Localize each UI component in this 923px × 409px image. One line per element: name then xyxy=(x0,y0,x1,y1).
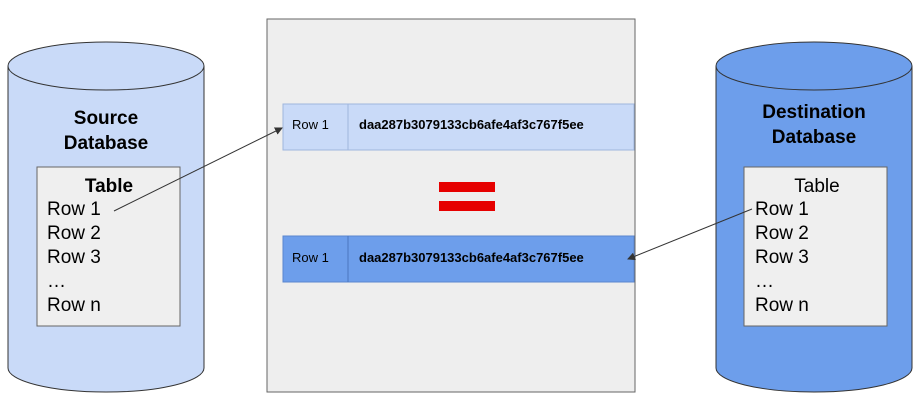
destination-table-header: Table xyxy=(794,176,840,197)
source-table-row-1: Row 1 xyxy=(47,199,101,220)
source-hash-row xyxy=(282,103,635,151)
destination-hash-row xyxy=(282,235,635,283)
source-table-row-ellipsis: … xyxy=(47,271,66,292)
destination-table: Table Row 1 Row 2 Row 3 … Row n xyxy=(755,176,885,318)
source-hash-row-label: Row 1 xyxy=(292,117,329,132)
destination-hash-value: daa287b3079133cb6afe4af3c767f5ee xyxy=(359,250,584,265)
source-title-line1: Source xyxy=(73,108,139,129)
destination-title: Destination Database xyxy=(716,100,912,150)
destination-table-row-3: Row 3 xyxy=(755,247,809,268)
destination-title-line2: Database xyxy=(771,127,857,148)
equals-icon xyxy=(439,182,495,211)
source-table-header: Table xyxy=(84,176,134,197)
destination-table-row-1: Row 1 xyxy=(755,199,809,220)
destination-arrow xyxy=(627,208,753,261)
destination-table-row-n: Row n xyxy=(755,295,809,316)
source-arrow xyxy=(113,127,283,212)
destination-table-row-ellipsis: … xyxy=(755,271,774,292)
source-table-row-n: Row n xyxy=(47,295,101,316)
destination-table-row-2: Row 2 xyxy=(755,223,809,244)
source-table: Table Row 1 Row 2 Row 3 … Row n xyxy=(47,176,177,318)
source-title: Source Database xyxy=(8,106,204,156)
destination-hash-row-label: Row 1 xyxy=(292,250,329,265)
destination-title-line1: Destination xyxy=(762,102,866,123)
destination-table-box xyxy=(743,166,888,327)
source-table-box xyxy=(36,166,181,327)
source-title-line2: Database xyxy=(63,133,149,154)
source-table-row-2: Row 2 xyxy=(47,223,101,244)
source-hash-value: daa287b3079133cb6afe4af3c767f5ee xyxy=(359,117,584,132)
source-table-row-3: Row 3 xyxy=(47,247,101,268)
